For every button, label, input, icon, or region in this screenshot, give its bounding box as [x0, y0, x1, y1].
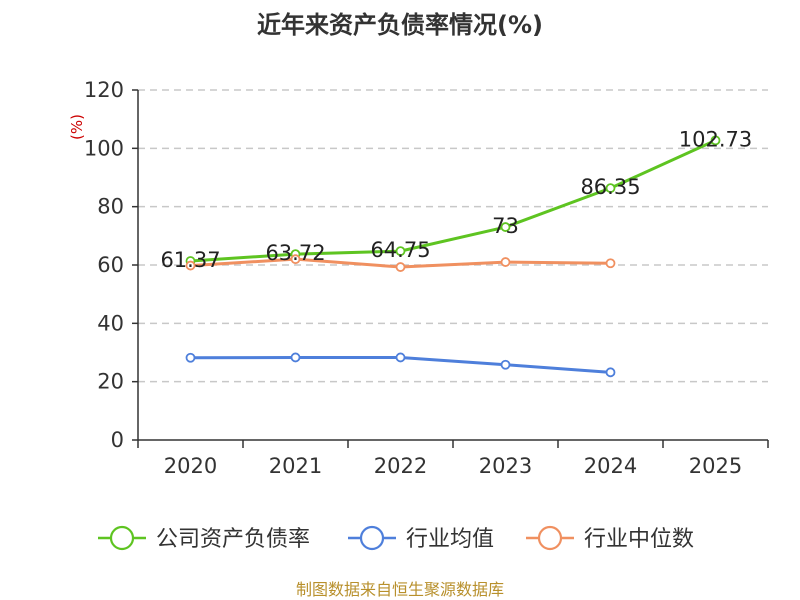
- series-lines: [185, 135, 721, 378]
- y-tick-label: 80: [97, 195, 124, 219]
- legend-marker-1: [359, 525, 385, 551]
- y-axis-unit-label: (%): [68, 114, 86, 140]
- grid-lines: [138, 89, 768, 383]
- data-label: 102.73: [679, 127, 752, 151]
- legend-marker-2: [537, 525, 563, 551]
- data-label: 63.72: [265, 241, 325, 265]
- y-tick-label: 120: [84, 78, 124, 102]
- x-tick-label: 2025: [689, 454, 742, 478]
- legend-label-1: 行业均值: [406, 527, 494, 552]
- chart-title: 近年来资产负债率情况(%): [257, 11, 543, 39]
- data-label: 86.35: [580, 175, 640, 199]
- source-note: 制图数据来自恒生聚源数据库: [296, 580, 504, 599]
- data-point-1: [500, 359, 511, 370]
- x-tick-label: 2024: [584, 454, 637, 478]
- x-tick-label: 2023: [479, 454, 532, 478]
- data-point-2: [290, 254, 301, 265]
- legend-label-0: 公司资产负债率: [156, 527, 310, 552]
- x-tick-label: 2020: [164, 454, 217, 478]
- legend-label-2: 行业中位数: [584, 527, 694, 552]
- x-tick-label: 2021: [269, 454, 322, 478]
- data-point-2: [500, 257, 511, 267]
- data-point-2: [395, 262, 406, 272]
- series-line-0: [190, 139, 717, 263]
- data-label: 64.75: [370, 238, 430, 262]
- y-tick-label: 40: [97, 311, 124, 335]
- axes: 0 20 40 60 80 100 120 2020 2021 2022 2023 2024 2025: [84, 78, 769, 478]
- y-tick-label: 20: [97, 370, 124, 394]
- data-label: 73: [492, 214, 519, 238]
- data-point-1: [395, 352, 406, 363]
- data-point-0: [710, 135, 721, 146]
- y-tick-label: 100: [84, 136, 124, 160]
- data-point-2: [185, 260, 196, 271]
- y-tick-label: 0: [111, 428, 124, 452]
- data-point-0: [500, 222, 511, 232]
- data-label: 61.37: [160, 248, 220, 272]
- data-point-2: [605, 258, 616, 269]
- legend-marker-0: [109, 525, 135, 551]
- x-tick-label: 2022: [374, 454, 427, 478]
- data-point-0: [395, 246, 406, 257]
- data-point-1: [290, 352, 301, 363]
- data-point-1: [605, 367, 616, 378]
- data-point-1: [185, 352, 196, 363]
- y-tick-label: 60: [97, 253, 124, 277]
- data-point-0: [605, 183, 616, 194]
- data-labels: 61.37 63.72 64.75 73 86.35 102.73: [160, 127, 752, 272]
- legend: 公司资产负债率 行业均值 行业中位数: [98, 525, 694, 552]
